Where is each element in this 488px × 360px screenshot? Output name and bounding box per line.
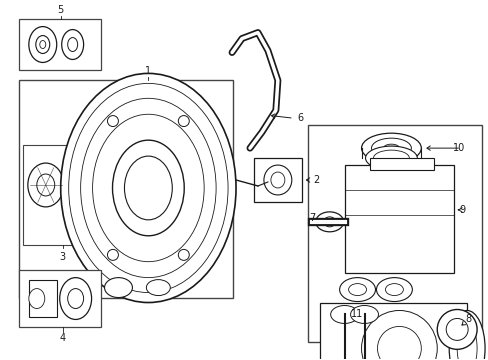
Text: 6: 6 <box>297 113 304 123</box>
Ellipse shape <box>146 280 170 296</box>
Bar <box>19 19 101 71</box>
Ellipse shape <box>104 278 132 298</box>
Bar <box>23 145 104 245</box>
Text: 11: 11 <box>351 310 363 319</box>
Text: 8: 8 <box>464 314 470 324</box>
Ellipse shape <box>28 163 63 207</box>
Circle shape <box>107 249 118 260</box>
Ellipse shape <box>29 27 57 62</box>
Ellipse shape <box>456 323 476 360</box>
Ellipse shape <box>270 172 285 188</box>
Bar <box>253 158 301 202</box>
Bar <box>19 80 233 298</box>
Ellipse shape <box>385 284 403 296</box>
Ellipse shape <box>124 156 172 220</box>
Circle shape <box>436 310 476 349</box>
Ellipse shape <box>29 289 45 309</box>
Ellipse shape <box>112 140 184 236</box>
Bar <box>19 270 101 328</box>
Text: 9: 9 <box>458 205 464 215</box>
Bar <box>307 125 481 342</box>
Circle shape <box>178 116 189 126</box>
Ellipse shape <box>77 175 92 195</box>
Ellipse shape <box>339 278 375 302</box>
Bar <box>344 165 453 273</box>
Ellipse shape <box>373 150 408 166</box>
Ellipse shape <box>376 278 411 302</box>
Ellipse shape <box>330 306 358 323</box>
Bar <box>369 158 433 170</box>
Ellipse shape <box>68 84 227 293</box>
Ellipse shape <box>371 138 410 158</box>
Text: 5: 5 <box>58 5 64 15</box>
Circle shape <box>266 175 276 185</box>
Ellipse shape <box>348 284 366 296</box>
Ellipse shape <box>68 165 101 205</box>
Ellipse shape <box>350 306 378 323</box>
Bar <box>29 280 57 318</box>
Ellipse shape <box>36 36 50 54</box>
Ellipse shape <box>383 144 399 152</box>
Ellipse shape <box>60 278 91 319</box>
Text: 1: 1 <box>145 66 151 76</box>
Ellipse shape <box>315 212 343 232</box>
Text: 2: 2 <box>313 175 319 185</box>
Text: 7: 7 <box>309 213 315 223</box>
Circle shape <box>107 116 118 126</box>
Ellipse shape <box>361 133 421 163</box>
Circle shape <box>178 249 189 260</box>
Ellipse shape <box>67 289 83 309</box>
Text: 10: 10 <box>452 143 464 153</box>
Ellipse shape <box>37 174 55 196</box>
Ellipse shape <box>323 217 335 227</box>
Ellipse shape <box>365 146 416 170</box>
Ellipse shape <box>92 114 203 262</box>
Circle shape <box>446 319 467 340</box>
Ellipse shape <box>61 73 236 302</box>
Text: 4: 4 <box>60 333 65 343</box>
Ellipse shape <box>264 165 291 195</box>
Ellipse shape <box>361 310 436 360</box>
Text: 3: 3 <box>60 252 65 262</box>
Ellipse shape <box>67 37 78 51</box>
Bar <box>319 302 466 360</box>
Ellipse shape <box>377 327 421 360</box>
Ellipse shape <box>40 41 46 49</box>
Ellipse shape <box>61 30 83 59</box>
Ellipse shape <box>81 98 216 278</box>
Ellipse shape <box>448 310 484 360</box>
